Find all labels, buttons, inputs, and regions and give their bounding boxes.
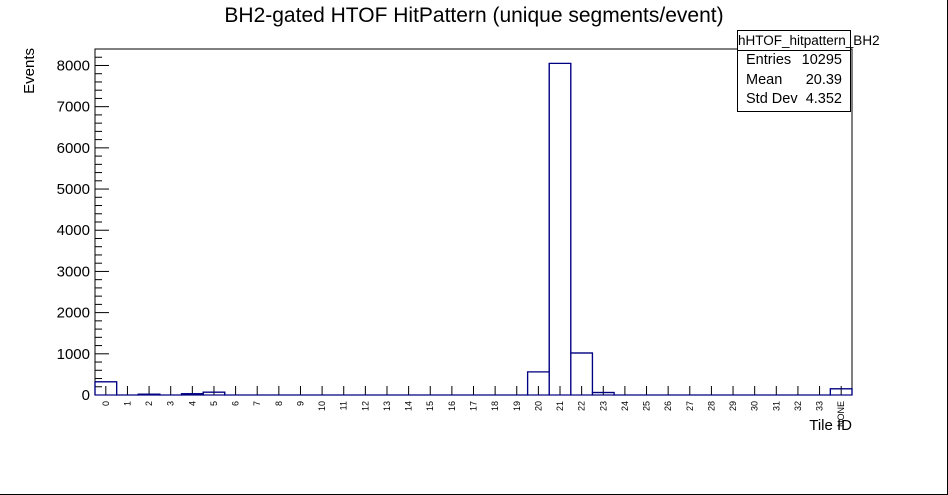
x-tick-label: 2 bbox=[144, 401, 154, 406]
x-tick-label: 12 bbox=[360, 401, 370, 411]
x-tick-label: 14 bbox=[404, 401, 414, 411]
x-tick-label: 23 bbox=[598, 401, 608, 411]
stats-label: Mean bbox=[746, 71, 783, 88]
stats-title: hHTOF_hitpattern_BH2 bbox=[738, 31, 880, 51]
histogram-bin bbox=[548, 62, 572, 396]
x-tick-label: 31 bbox=[771, 401, 781, 411]
stats-label: Entries bbox=[746, 52, 792, 68]
y-tick-label: 6000 bbox=[57, 140, 90, 157]
y-tick-label: 3000 bbox=[57, 263, 90, 280]
x-tick-label: 18 bbox=[490, 401, 500, 411]
y-tick-label: 2000 bbox=[57, 305, 90, 322]
x-tick-label: 32 bbox=[793, 401, 803, 411]
stats-box: hHTOF_hitpattern_BH2 Entries 10295 Mean … bbox=[737, 30, 880, 112]
x-tick-label: NONE bbox=[836, 401, 846, 427]
histogram-outline bbox=[94, 62, 853, 396]
x-tick-label: 7 bbox=[252, 401, 262, 406]
x-tick-label: 11 bbox=[339, 401, 349, 410]
stats-row-entries: Entries 10295 bbox=[738, 51, 850, 71]
x-tick-label: 25 bbox=[642, 401, 652, 411]
y-tick-label: 1000 bbox=[57, 346, 90, 363]
x-tick-label: 1 bbox=[122, 401, 132, 406]
stats-value: 20.39 bbox=[805, 71, 842, 88]
x-tick-label: 21 bbox=[555, 401, 565, 411]
x-axis-label: Tile ID bbox=[809, 417, 852, 434]
stats-label: Std Dev bbox=[746, 91, 798, 107]
x-tick-label: 3 bbox=[166, 401, 176, 406]
y-tick-label: 5000 bbox=[57, 181, 90, 198]
x-tick-label: 13 bbox=[382, 401, 392, 411]
x-tick-label: 29 bbox=[728, 401, 738, 411]
chart-title: BH2-gated HTOF HitPattern (unique segmen… bbox=[224, 4, 724, 27]
x-tick-label: 10 bbox=[317, 401, 327, 411]
x-tick-label: 16 bbox=[447, 401, 457, 411]
x-tick-label: 4 bbox=[187, 401, 197, 406]
x-tick-label: 19 bbox=[512, 401, 522, 411]
x-tick-label: 17 bbox=[469, 401, 479, 411]
x-tick-label: 20 bbox=[533, 401, 543, 411]
x-tick-label: 5 bbox=[209, 401, 219, 406]
y-tick-label: 7000 bbox=[57, 99, 90, 116]
stats-row-stddev: Std Dev 4.352 bbox=[738, 90, 850, 110]
y-axis-label: Events bbox=[21, 48, 38, 94]
x-tick-label: 9 bbox=[295, 401, 305, 406]
y-tick-label: 8000 bbox=[57, 57, 90, 74]
x-tick-label: 6 bbox=[231, 401, 241, 406]
x-tick-label: 28 bbox=[706, 401, 716, 411]
x-tick-label: 30 bbox=[750, 401, 760, 411]
stats-value: 10295 bbox=[801, 52, 842, 68]
stats-row-mean: Mean 20.39 bbox=[738, 71, 850, 91]
x-tick-label: 33 bbox=[815, 401, 825, 411]
x-tick-label: 24 bbox=[620, 401, 630, 411]
x-tick-label: 15 bbox=[425, 401, 435, 411]
x-tick-label: 27 bbox=[685, 401, 695, 411]
x-tick-label: 0 bbox=[101, 401, 111, 406]
y-tick-label: 4000 bbox=[57, 222, 90, 239]
x-tick-label: 8 bbox=[274, 401, 284, 406]
x-tick-label: 26 bbox=[663, 401, 673, 411]
y-tick-label: 0 bbox=[82, 387, 90, 404]
stats-value: 4.352 bbox=[805, 91, 842, 107]
x-tick-label: 22 bbox=[577, 401, 587, 411]
